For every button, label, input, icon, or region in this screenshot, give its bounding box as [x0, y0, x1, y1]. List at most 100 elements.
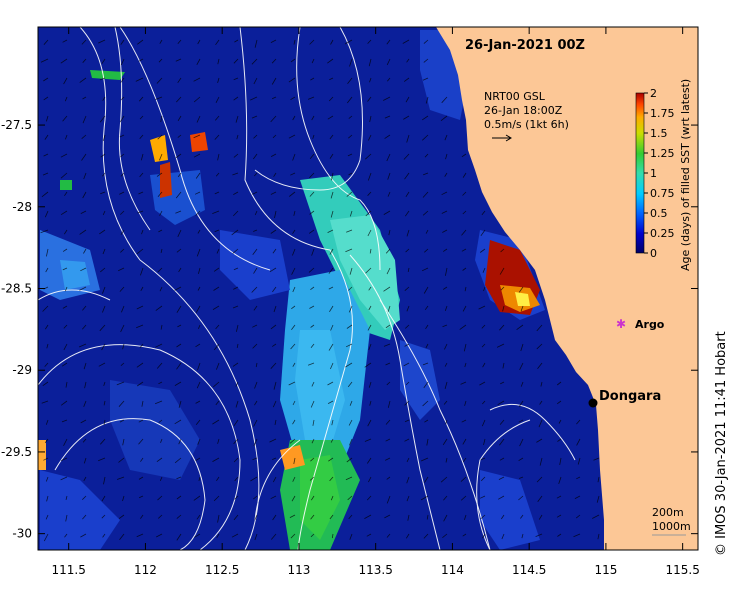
current-vector — [269, 267, 277, 273]
current-vector — [120, 96, 125, 101]
current-vector — [347, 495, 353, 501]
current-vector — [557, 533, 562, 537]
current-vector — [518, 400, 524, 407]
current-vector — [43, 77, 49, 82]
current-vector — [233, 419, 239, 427]
current-vector — [459, 324, 467, 330]
current-vector — [60, 476, 68, 481]
current-vector — [231, 229, 239, 236]
colorbar-tick-label: 1.75 — [650, 107, 675, 120]
x-tick-label: 112.5 — [205, 563, 239, 577]
current-vector — [177, 115, 182, 122]
current-vector — [43, 533, 49, 542]
current-vector — [480, 229, 486, 237]
current-vector — [254, 400, 258, 406]
current-vector — [65, 381, 68, 388]
current-vector — [365, 267, 372, 274]
current-vector — [65, 134, 68, 140]
current-vector — [327, 381, 334, 386]
current-vector — [386, 77, 391, 82]
current-vector — [64, 96, 68, 102]
current-vector — [291, 495, 296, 502]
current-vector — [348, 305, 353, 313]
current-vector — [140, 267, 144, 276]
current-vector — [102, 286, 106, 294]
current-vector — [40, 58, 49, 63]
current-vector — [441, 210, 448, 214]
current-vector — [367, 324, 372, 331]
current-vector — [479, 381, 486, 386]
current-vector — [292, 362, 296, 367]
current-vector — [62, 305, 68, 309]
current-vector — [596, 495, 600, 503]
current-vector — [99, 115, 106, 123]
current-vector — [273, 172, 277, 177]
current-vector — [43, 96, 49, 101]
current-vector — [558, 419, 562, 424]
y-tick-label: -27.5 — [1, 118, 32, 132]
current-vector — [253, 419, 258, 427]
current-vector — [330, 39, 334, 45]
current-vector — [160, 115, 163, 123]
current-vector — [385, 362, 391, 366]
current-vector — [385, 438, 391, 442]
current-vector — [479, 495, 486, 499]
current-vector — [158, 229, 163, 233]
current-vector — [102, 134, 106, 142]
current-vector — [80, 267, 87, 272]
current-vector — [116, 476, 125, 480]
current-vector — [406, 58, 410, 63]
current-vector — [385, 248, 391, 254]
current-vector — [174, 457, 182, 464]
current-vector — [155, 96, 163, 100]
current-vector — [79, 229, 87, 235]
current-vector — [176, 514, 182, 519]
current-vector — [120, 153, 125, 158]
current-vector — [46, 495, 49, 502]
current-vector — [385, 324, 391, 329]
current-vector — [309, 172, 315, 179]
current-vector — [384, 134, 391, 139]
current-vector — [138, 419, 144, 423]
current-vector — [217, 514, 220, 523]
current-vector — [521, 533, 524, 539]
current-vector — [384, 514, 391, 519]
current-vector — [176, 362, 182, 370]
current-vector — [386, 267, 391, 275]
current-vector — [195, 457, 201, 462]
current-vector — [327, 58, 334, 64]
current-vector — [404, 400, 410, 406]
current-vector — [45, 419, 49, 425]
current-vectors — [40, 39, 600, 542]
current-vector — [136, 305, 144, 310]
x-tick-label: 114.5 — [512, 563, 546, 577]
current-vector — [158, 419, 163, 424]
current-vector — [425, 324, 429, 330]
current-vector — [254, 381, 258, 389]
current-legend-line2: 26-Jan 18:00Z — [484, 104, 563, 117]
current-vector — [214, 134, 220, 140]
current-vector — [64, 191, 68, 197]
colorbar-tick-label: 0.5 — [650, 207, 668, 220]
current-vector — [461, 229, 467, 236]
current-vector — [502, 362, 505, 369]
current-vector — [254, 514, 258, 520]
argo-marker: ✱ Argo — [616, 317, 665, 331]
current-vector — [46, 115, 49, 122]
current-vector — [482, 533, 486, 539]
current-vector — [329, 134, 334, 140]
current-vector — [176, 533, 182, 541]
current-vector — [368, 286, 372, 291]
colorbar-tick-label: 0.25 — [650, 227, 675, 240]
colorbar-tick-label: 2 — [650, 87, 657, 100]
current-vector — [136, 381, 144, 387]
current-vector — [462, 191, 467, 196]
contour-lines — [38, 27, 576, 550]
current-vector — [102, 305, 106, 313]
current-vector — [215, 172, 220, 177]
current-vector — [102, 533, 106, 538]
current-vector — [348, 172, 353, 176]
current-vector — [138, 495, 144, 499]
current-vector — [460, 495, 467, 501]
current-vector — [442, 286, 448, 290]
